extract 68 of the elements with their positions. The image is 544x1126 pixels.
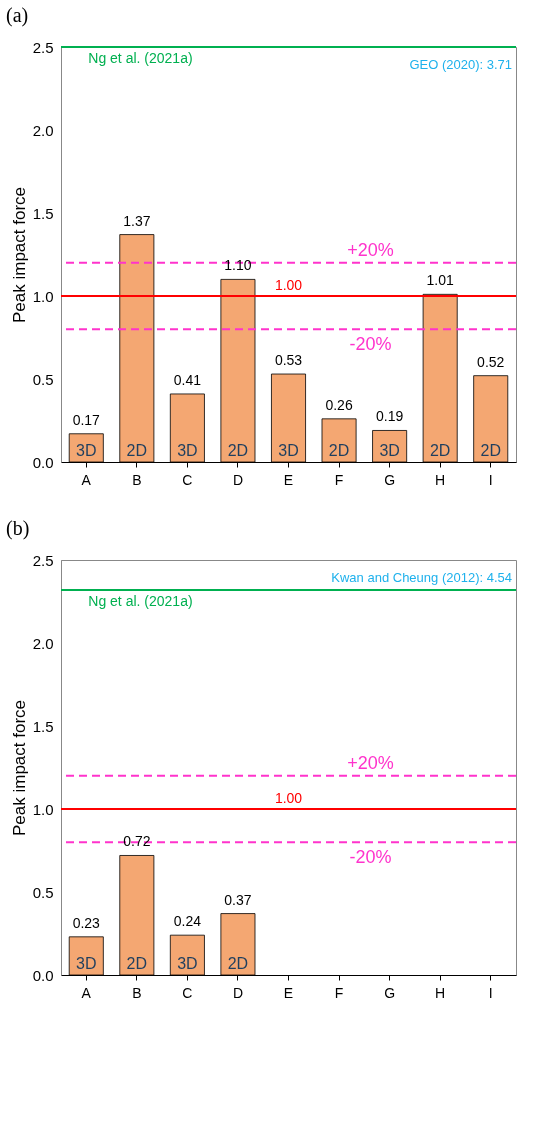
x-tick-label: E — [283, 984, 294, 1001]
annotation: 3D — [177, 442, 198, 459]
y-axis-title: Peak impact force — [9, 186, 29, 324]
x-tick-label: H — [435, 471, 446, 488]
annotation: 2D — [227, 442, 249, 459]
y-tick-label: 2.0 — [32, 121, 54, 139]
x-tick-label: F — [334, 984, 344, 1001]
ref-line-label: Ng et al. (2021a) — [88, 592, 193, 609]
x-tick-label: D — [232, 984, 244, 1001]
x-tick-label: H — [435, 984, 446, 1001]
x-tick-label: C — [182, 471, 193, 488]
y-tick-label: 1.0 — [32, 800, 54, 818]
annotation: 3D — [76, 442, 97, 459]
ref-line-label: 1.00 — [274, 277, 303, 293]
data-label: 0.23 — [72, 914, 101, 931]
annotation: 2D — [480, 442, 501, 459]
x-tick-label: E — [283, 471, 294, 488]
annotation: 2D — [126, 955, 148, 972]
data-label: 1.01 — [426, 272, 454, 289]
annotation: 3D — [278, 442, 299, 459]
y-tick-label: 0.5 — [32, 370, 54, 388]
data-label: 1.37 — [123, 212, 151, 229]
data-label: 0.41 — [173, 371, 202, 388]
data-label: 0.19 — [375, 408, 404, 425]
ref-line-label: 1.00 — [274, 790, 303, 806]
annotation: 2D — [429, 442, 451, 459]
x-tick-label: G — [384, 471, 396, 488]
y-tick-label: 1.0 — [32, 287, 54, 305]
x-tick-label: F — [334, 471, 344, 488]
annotation: Kwan and Cheung (2012): 4.54 — [331, 570, 512, 585]
y-tick-label: 2.5 — [32, 551, 54, 569]
annotation: 2D — [126, 442, 148, 459]
annotation: 2D — [227, 955, 249, 972]
chart-title: (b) — [6, 517, 30, 540]
x-tick-label: B — [132, 471, 142, 488]
data-label: 0.24 — [173, 913, 202, 930]
y-tick-label: 1.5 — [32, 717, 54, 735]
annotation: 3D — [177, 955, 198, 972]
annotation: GEO (2020): 3.71 — [409, 57, 512, 72]
x-tick-label: B — [132, 984, 142, 1001]
x-tick-label: I — [488, 471, 493, 488]
annotation: +20% — [347, 239, 394, 260]
y-tick-label: 0.5 — [32, 883, 54, 901]
annotation: 2D — [328, 442, 350, 459]
annotation: -20% — [349, 847, 392, 868]
x-tick-label: C — [182, 984, 193, 1001]
annotation: 3D — [76, 955, 97, 972]
x-tick-label: I — [488, 984, 493, 1001]
y-axis-title: Peak impact force — [9, 699, 29, 837]
y-tick-label: 1.5 — [32, 204, 54, 222]
x-tick-label: D — [232, 471, 244, 488]
ref-line-label: Ng et al. (2021a) — [88, 50, 193, 66]
data-label: 0.52 — [477, 353, 505, 370]
y-tick-label: 0.0 — [32, 966, 54, 984]
annotation: -20% — [349, 334, 392, 355]
data-label: 0.37 — [224, 891, 252, 908]
annotation: 3D — [379, 442, 400, 459]
annotation: +20% — [347, 752, 394, 773]
data-label: 0.53 — [274, 352, 303, 369]
y-tick-label: 2.0 — [32, 634, 54, 652]
y-tick-label: 0.0 — [32, 453, 54, 471]
y-tick-label: 2.5 — [32, 38, 54, 56]
x-tick-label: G — [384, 984, 396, 1001]
data-label: 0.17 — [72, 411, 101, 428]
data-label: 0.26 — [325, 396, 353, 413]
x-tick-label: A — [81, 984, 92, 1001]
chart-title: (a) — [6, 4, 29, 27]
x-tick-label: A — [81, 471, 92, 488]
